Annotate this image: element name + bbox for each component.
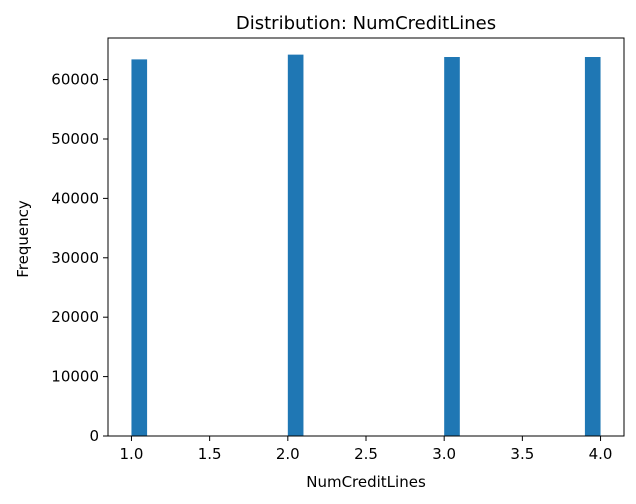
x-tick-label: 1.5 bbox=[198, 445, 222, 463]
y-tick-label: 30000 bbox=[51, 249, 99, 267]
histogram-bar bbox=[584, 57, 601, 436]
chart-title: Distribution: NumCreditLines bbox=[236, 13, 496, 34]
y-tick-label: 10000 bbox=[51, 368, 99, 386]
x-tick-label: 1.0 bbox=[120, 445, 144, 463]
x-tick-label: 2.0 bbox=[276, 445, 300, 463]
y-tick-label: 40000 bbox=[51, 189, 99, 207]
x-tick-label: 2.5 bbox=[354, 445, 378, 463]
plot-area: 1.0 1.5 2.0 2.5 3.0 3.5 4.0 0 10000 20000 30000 400… bbox=[51, 37, 625, 463]
y-axis-label: Frequency bbox=[14, 200, 32, 278]
histogram-bar bbox=[287, 54, 304, 436]
histogram-bar bbox=[444, 57, 460, 436]
x-tick-label: 4.0 bbox=[589, 445, 613, 463]
y-tick-label: 0 bbox=[89, 427, 99, 445]
plot-frame bbox=[107, 37, 625, 437]
x-axis-label: NumCreditLines bbox=[306, 473, 426, 491]
y-tick-label: 50000 bbox=[51, 130, 99, 148]
x-tick-label: 3.5 bbox=[510, 445, 534, 463]
x-tick-label: 3.0 bbox=[432, 445, 456, 463]
y-tick-label: 60000 bbox=[51, 71, 99, 89]
y-tick-label: 20000 bbox=[51, 308, 99, 326]
histogram-bar bbox=[131, 59, 148, 437]
